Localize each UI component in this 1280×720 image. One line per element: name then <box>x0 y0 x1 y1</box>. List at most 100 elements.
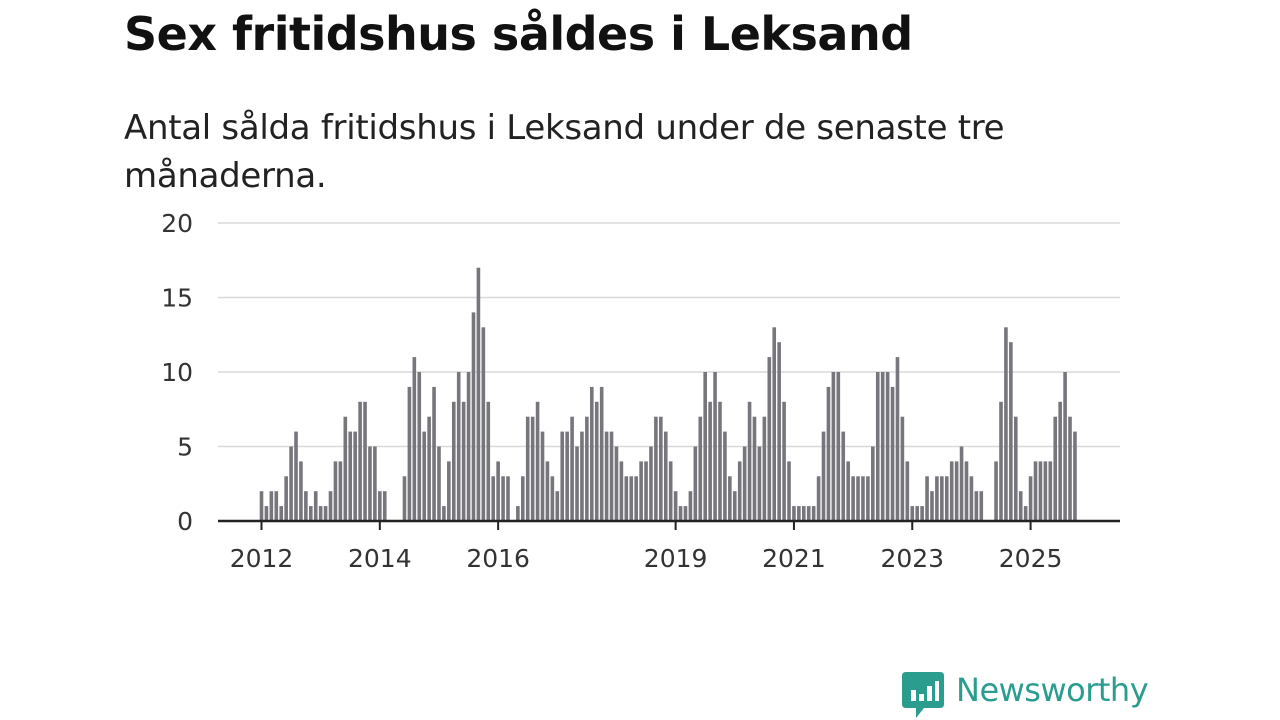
bar <box>333 461 338 521</box>
bar <box>969 476 974 521</box>
bar <box>718 401 722 521</box>
bar <box>269 491 274 521</box>
bar <box>348 431 353 521</box>
x-tick-label: 2019 <box>644 544 708 573</box>
bar <box>530 416 535 521</box>
bar <box>313 491 318 521</box>
bar <box>323 506 328 521</box>
y-tick-label: 10 <box>161 358 193 387</box>
bar <box>565 431 569 521</box>
bar <box>259 491 264 521</box>
bar <box>905 461 910 521</box>
bar <box>309 506 313 521</box>
bar-chart-speech-bubble-icon <box>902 672 944 718</box>
bar <box>1073 431 1077 521</box>
bar <box>935 476 939 521</box>
y-axis-tick-labels: 0 5 10 15 20 <box>161 209 193 536</box>
bar <box>1018 491 1023 521</box>
bar <box>964 461 969 521</box>
bar <box>737 461 742 521</box>
bar <box>821 431 826 521</box>
bar <box>363 401 367 521</box>
bar <box>535 401 540 521</box>
bar <box>668 461 673 521</box>
bar <box>328 491 333 521</box>
bar <box>875 372 880 521</box>
bar <box>890 386 895 521</box>
bar <box>279 506 284 521</box>
bar <box>264 506 269 521</box>
bar <box>1004 327 1008 521</box>
bar <box>373 446 377 521</box>
bar <box>437 446 441 521</box>
bar <box>767 357 772 521</box>
bar <box>742 446 747 521</box>
bar <box>1033 461 1038 521</box>
chart-title: Sex fritidshus såldes i Leksand <box>124 7 913 61</box>
bar <box>693 446 698 521</box>
bar <box>723 431 727 521</box>
bar <box>634 476 638 521</box>
bar <box>461 401 466 521</box>
bar <box>422 431 426 521</box>
bar <box>599 386 604 521</box>
bar <box>940 476 944 521</box>
bar <box>580 431 584 521</box>
x-tick-label: 2016 <box>466 544 530 573</box>
bar <box>476 267 481 521</box>
bar <box>289 446 293 521</box>
bar <box>663 431 668 521</box>
bar <box>614 446 619 521</box>
bar <box>846 461 850 521</box>
bar <box>575 446 579 521</box>
bar <box>447 461 451 521</box>
bar <box>974 491 979 521</box>
bar <box>432 386 436 521</box>
bar <box>979 491 984 521</box>
logo-text: Newsworthy <box>956 671 1149 709</box>
bar <box>629 476 634 521</box>
bar <box>688 491 693 521</box>
bar <box>930 491 934 521</box>
bar <box>787 461 791 521</box>
bar <box>481 327 486 521</box>
bar <box>1028 476 1033 521</box>
chart-subtitle: Antal sålda fritidshus i Leksand under d… <box>124 108 1005 196</box>
y-tick-label: 5 <box>177 433 193 462</box>
bar <box>1038 461 1043 521</box>
bar <box>382 491 387 521</box>
bar <box>954 461 959 521</box>
bar <box>836 372 841 521</box>
bar <box>910 506 915 521</box>
bar <box>442 506 446 521</box>
bar <box>777 342 781 521</box>
x-tick-label: 2025 <box>999 544 1063 573</box>
bar <box>1048 461 1053 521</box>
bar <box>525 416 530 521</box>
bar <box>451 401 456 521</box>
bar <box>1058 401 1062 521</box>
bar <box>609 431 614 521</box>
bar <box>1013 416 1018 521</box>
bar <box>639 461 643 521</box>
bar <box>1023 506 1028 521</box>
x-tick-label: 2014 <box>348 544 412 573</box>
bar <box>944 476 949 521</box>
bar <box>732 491 737 521</box>
bar <box>703 372 707 521</box>
bar <box>915 506 919 521</box>
bar <box>402 476 407 521</box>
bar <box>841 431 846 521</box>
bar <box>1068 416 1072 521</box>
bar <box>683 506 688 521</box>
y-tick-label: 0 <box>177 507 193 536</box>
bar <box>654 416 658 521</box>
bar <box>728 476 732 521</box>
bar <box>516 506 520 521</box>
x-tick-label: 2021 <box>762 544 826 573</box>
bar <box>338 461 343 521</box>
bar <box>412 357 417 521</box>
bar <box>856 476 860 521</box>
bar <box>866 476 870 521</box>
bar <box>427 416 431 521</box>
